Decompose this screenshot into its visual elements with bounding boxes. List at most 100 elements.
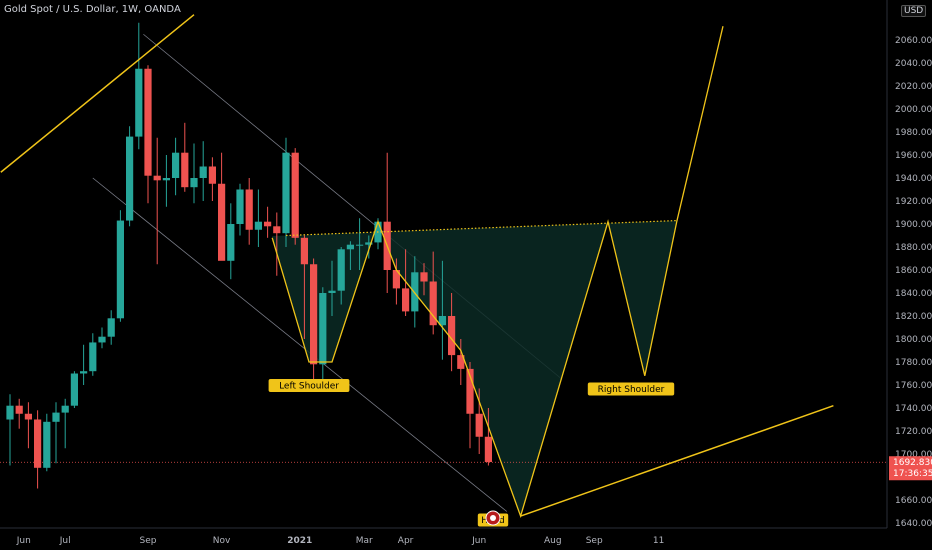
chart-title: Gold Spot / U.S. Dollar, 1W, OANDA	[4, 4, 181, 15]
candle-body	[98, 336, 106, 343]
candle-body	[107, 318, 115, 337]
x-tick-label: Mar	[356, 536, 373, 546]
candle-body	[457, 355, 465, 369]
candle-body	[236, 189, 244, 224]
candle-body	[6, 405, 14, 420]
x-tick-label: Aug	[544, 536, 562, 546]
y-tick-label: 2040.000	[895, 59, 932, 69]
candle-body	[337, 249, 345, 291]
y-tick-label: 1640.000	[895, 519, 932, 529]
x-tick-label: Nov	[213, 536, 231, 546]
candle-body	[153, 175, 161, 181]
event-icon	[485, 510, 501, 526]
head-shoulders-fill	[272, 220, 677, 517]
candles	[6, 22, 492, 489]
x-tick-label: Apr	[398, 536, 414, 546]
candle-body	[89, 342, 97, 372]
candle-body	[172, 152, 180, 178]
candle-body	[245, 189, 253, 230]
y-tick-label: 1820.000	[895, 312, 932, 322]
head-shoulders-path	[271, 26, 724, 519]
y-tick-label: 2000.000	[895, 105, 932, 115]
candle-body	[218, 183, 226, 261]
candle-body	[402, 288, 410, 312]
y-tick-label: 1800.000	[895, 335, 932, 345]
y-tick-label: 2020.000	[895, 82, 932, 92]
y-tick-label: 1780.000	[895, 358, 932, 368]
annotation-label: Left Shoulder	[279, 382, 339, 392]
candle-body	[392, 270, 400, 289]
candle-body	[61, 405, 69, 413]
x-tick-label: Sep	[586, 536, 603, 546]
y-tick-label: 1880.000	[895, 243, 932, 253]
candle-body	[254, 221, 262, 230]
candle-body	[291, 152, 299, 238]
x-tick-label: Jul	[59, 536, 71, 546]
x-tick-label: Jun	[471, 536, 486, 546]
y-tick-label: 1660.000	[895, 496, 932, 506]
candle-body	[199, 166, 207, 178]
candle-body	[80, 371, 88, 374]
candle-body	[24, 413, 32, 420]
candle-body	[116, 220, 124, 319]
y-tick-label: 2060.000	[895, 36, 932, 46]
candle-body	[135, 68, 143, 137]
y-tick-label: 1740.000	[895, 404, 932, 414]
candle-body	[43, 421, 51, 468]
current-price-box	[889, 456, 932, 481]
annotation-label: Right Shoulder	[598, 385, 665, 395]
pattern-labels: Left ShoulderHeadRight Shoulder	[268, 379, 675, 527]
x-tick-label: 11	[653, 536, 664, 546]
candle-body	[420, 272, 428, 282]
candle-body	[126, 136, 134, 221]
y-tick-label: 1980.000	[895, 128, 932, 138]
candle-body	[438, 316, 446, 326]
y-tick-label: 1840.000	[895, 289, 932, 299]
x-tick-label: Jun	[16, 536, 31, 546]
pattern-fill	[272, 220, 677, 517]
candle-body	[346, 244, 354, 250]
x-tick-label: Sep	[140, 536, 157, 546]
candle-body	[356, 244, 364, 246]
upper-yellow-trendline	[0, 14, 195, 173]
candle-body	[310, 264, 318, 365]
candle-body	[144, 68, 152, 176]
candle-body	[484, 436, 492, 463]
currency-badge[interactable]: USD	[901, 5, 927, 17]
pattern-lines	[0, 14, 834, 519]
lower-yellow-trendline	[520, 404, 834, 517]
y-tick-label: 1860.000	[895, 266, 932, 276]
candle-body	[162, 178, 170, 181]
candle-body	[365, 242, 373, 245]
y-axis: 1640.0001660.0001680.0001700.0001720.000…	[889, 36, 932, 529]
y-tick-label: 1700.000	[895, 450, 932, 460]
current-price-label: 1692.830	[893, 458, 932, 468]
candle-body	[448, 316, 456, 356]
candle-body	[208, 166, 216, 184]
candle-body	[273, 226, 281, 234]
countdown-label: 17:36:35	[893, 469, 932, 479]
candle-body	[227, 224, 235, 261]
annotation-box	[587, 382, 675, 396]
y-tick-label: 1720.000	[895, 427, 932, 437]
candle-body	[70, 373, 78, 406]
candle-body	[328, 290, 336, 293]
x-tick-label: 2021	[287, 536, 312, 546]
candle-body	[282, 152, 290, 234]
y-tick-label: 1900.000	[895, 220, 932, 230]
event-icon-dot	[490, 515, 496, 521]
candle-body	[190, 178, 198, 188]
y-tick-label: 1760.000	[895, 381, 932, 391]
candle-body	[475, 413, 483, 437]
candle-body	[34, 419, 42, 468]
candle-body	[411, 272, 419, 312]
candle-body	[466, 368, 474, 414]
candle-body	[52, 412, 60, 422]
candle-body	[264, 221, 272, 227]
y-tick-label: 1940.000	[895, 174, 932, 184]
annotation-box	[268, 379, 350, 392]
neckline	[285, 219, 678, 237]
channel-lower-line	[92, 177, 508, 512]
candle-body	[181, 152, 189, 188]
